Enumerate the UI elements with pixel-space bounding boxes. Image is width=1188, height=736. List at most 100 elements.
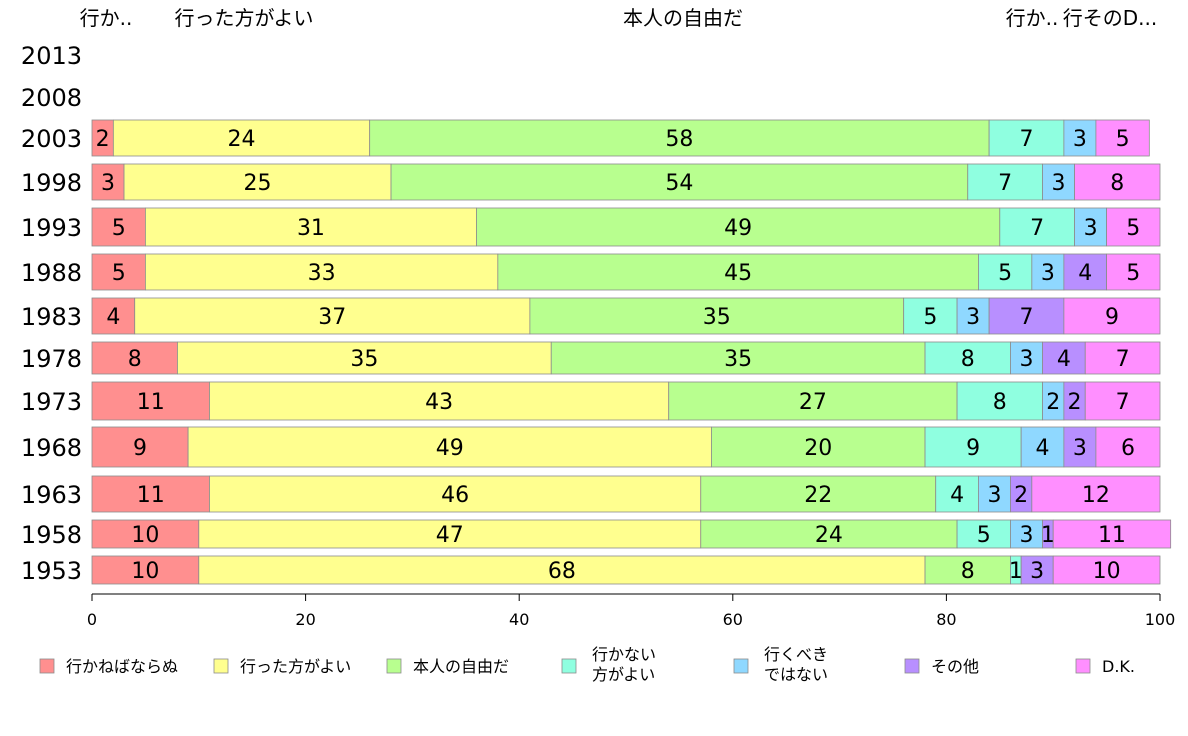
bar-segment <box>1074 163 1161 201</box>
data-label: 8 <box>128 347 142 372</box>
legend-label-line: 行かない <box>592 645 656 664</box>
bar-segment <box>91 519 200 549</box>
data-label: 3 <box>1084 216 1098 241</box>
bar-segment <box>1106 207 1161 247</box>
data-label: 37 <box>318 305 346 330</box>
category-label: 1988 <box>21 259 82 287</box>
legend-label: 行くべきではない <box>764 645 828 684</box>
bar-segment <box>1095 119 1150 157</box>
data-label: 6 <box>1121 436 1135 461</box>
data-label: 45 <box>724 261 752 286</box>
bar-segment <box>123 163 392 201</box>
data-label: 3 <box>987 483 1001 508</box>
data-label: 7 <box>998 171 1012 196</box>
data-label: 9 <box>966 436 980 461</box>
data-label: 4 <box>1057 347 1071 372</box>
legend-label: D.K. <box>1102 657 1135 676</box>
category-label: 2013 <box>21 42 82 70</box>
category-label: 1958 <box>21 521 82 549</box>
legend-label: その他 <box>931 657 979 676</box>
data-label: 9 <box>1105 305 1119 330</box>
bar-segment <box>209 475 702 513</box>
legend-label: 行かない方がよい <box>592 645 656 684</box>
data-label: 4 <box>1078 261 1092 286</box>
data-label: 7 <box>1116 347 1130 372</box>
legend-swatch <box>561 658 577 674</box>
data-label: 68 <box>548 559 576 584</box>
data-label: 3 <box>1052 171 1066 196</box>
legend-swatch <box>39 658 55 674</box>
bar-segment <box>177 341 552 375</box>
data-label: 3 <box>1041 261 1055 286</box>
category-label: 1963 <box>21 481 82 509</box>
data-label: 4 <box>106 305 120 330</box>
data-label: 49 <box>436 436 464 461</box>
bar-segment <box>390 163 969 201</box>
data-label: 8 <box>993 390 1007 415</box>
data-label: 3 <box>1073 127 1087 152</box>
bar-segment <box>700 475 937 513</box>
bar-segment <box>978 253 1033 291</box>
data-label: 5 <box>1126 216 1140 241</box>
bar-segment <box>924 341 1011 375</box>
category-label: 1998 <box>21 169 82 197</box>
data-label: 5 <box>923 305 937 330</box>
data-label: 31 <box>297 216 325 241</box>
legend-label: 本人の自由だ <box>413 657 509 676</box>
bar-segment <box>198 519 702 549</box>
bar-segment <box>924 426 1022 468</box>
bar-segment <box>198 555 926 585</box>
data-label: 47 <box>436 523 464 548</box>
bar-segment <box>91 253 146 291</box>
legend-label-line: 行くべき <box>764 645 828 664</box>
data-label: 8 <box>1110 171 1124 196</box>
bar-segment <box>91 426 189 468</box>
data-label: 10 <box>131 559 159 584</box>
data-label: 46 <box>441 483 469 508</box>
data-label: 5 <box>112 261 126 286</box>
bar-segment <box>91 163 125 201</box>
legend-label: 行かねばならぬ <box>66 657 178 676</box>
data-label: 7 <box>1116 390 1130 415</box>
data-label: 35 <box>724 347 752 372</box>
legend-swatch <box>904 658 920 674</box>
data-label: 2 <box>1068 390 1082 415</box>
bar-segment <box>1042 163 1075 201</box>
top-label: 行か.. <box>1006 6 1059 30</box>
bar-segment <box>1031 253 1065 291</box>
legend-swatch <box>1075 658 1091 674</box>
data-label: 5 <box>1126 261 1140 286</box>
top-label: 行か.. <box>80 6 133 30</box>
bar-segment <box>134 297 531 335</box>
bar-segment <box>91 381 210 421</box>
bar-segment <box>956 519 1011 549</box>
category-label: 1978 <box>21 345 82 373</box>
data-label: 3 <box>1030 559 1044 584</box>
data-label: 2 <box>1046 390 1060 415</box>
data-label: 24 <box>228 127 256 152</box>
bar-segment <box>1052 519 1172 549</box>
bar-segment <box>91 297 136 335</box>
data-label: 22 <box>804 483 832 508</box>
bar-segment <box>924 555 1011 585</box>
bar-segment <box>187 426 712 468</box>
bar-segment <box>1084 381 1161 421</box>
category-label: 2003 <box>21 125 82 153</box>
bar-segment <box>700 519 958 549</box>
data-label: 33 <box>308 261 336 286</box>
data-label: 7 <box>1020 305 1034 330</box>
category-label: 1983 <box>21 303 82 331</box>
bar-segment <box>1052 555 1161 585</box>
data-label: 35 <box>703 305 731 330</box>
x-tick-label: 40 <box>509 610 529 629</box>
x-tick-label: 100 <box>1145 610 1176 629</box>
data-label: 54 <box>665 171 693 196</box>
data-label: 35 <box>350 347 378 372</box>
data-label: 1 <box>1041 523 1055 548</box>
data-label: 10 <box>131 523 159 548</box>
bar-segment <box>999 207 1075 247</box>
bar-segment <box>144 253 499 291</box>
data-label: 8 <box>961 559 975 584</box>
bar-segment <box>144 207 477 247</box>
